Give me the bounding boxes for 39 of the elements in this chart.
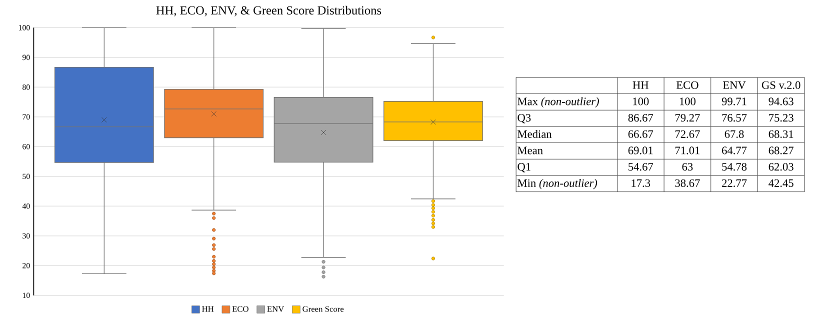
text: ENV [722, 81, 746, 89]
text: 99.71 [722, 98, 746, 106]
text: 67.8 [724, 130, 744, 138]
text: 75.23 [769, 114, 794, 122]
text: 64.77 [722, 146, 747, 154]
text: ECO [676, 81, 698, 89]
legend-label: ECO [232, 306, 248, 312]
legend-label: ENV [267, 306, 284, 312]
text: 63 [682, 163, 693, 171]
text: 72.67 [675, 130, 700, 138]
text: 71.01 [675, 146, 700, 154]
text: Mean [518, 146, 543, 154]
text: Max (non-outlier) [518, 97, 599, 108]
text: 62.03 [768, 162, 794, 171]
text: 100 [633, 98, 649, 106]
text: 79.27 [675, 114, 700, 122]
chart-title: HH, ECO, ENV, & Green Score Distributions [156, 6, 382, 16]
text: 54.78 [722, 162, 747, 171]
text: 38.67 [675, 179, 700, 187]
text: 54.67 [628, 163, 654, 171]
text: 100 [680, 98, 696, 106]
text: 17.3 [632, 179, 650, 187]
text: 86.67 [628, 114, 654, 122]
text: Q1 [518, 163, 530, 172]
text: Q3 [518, 114, 531, 124]
text: 76.57 [722, 114, 747, 122]
text: 66.67 [628, 130, 654, 138]
legend-label: HH [202, 306, 214, 312]
legend-label: Green Score [302, 306, 344, 312]
text: 94.63 [768, 98, 794, 106]
text: 22.77 [722, 179, 747, 187]
text: 69.01 [628, 146, 653, 154]
text: Median [518, 130, 552, 138]
text: 68.31 [768, 130, 794, 138]
text: GS v.2.0 [762, 81, 800, 89]
text: Min (non-outlier) [518, 178, 598, 190]
text: 42.45 [768, 179, 794, 187]
text: HH [632, 81, 648, 89]
text: 68.27 [768, 146, 794, 154]
